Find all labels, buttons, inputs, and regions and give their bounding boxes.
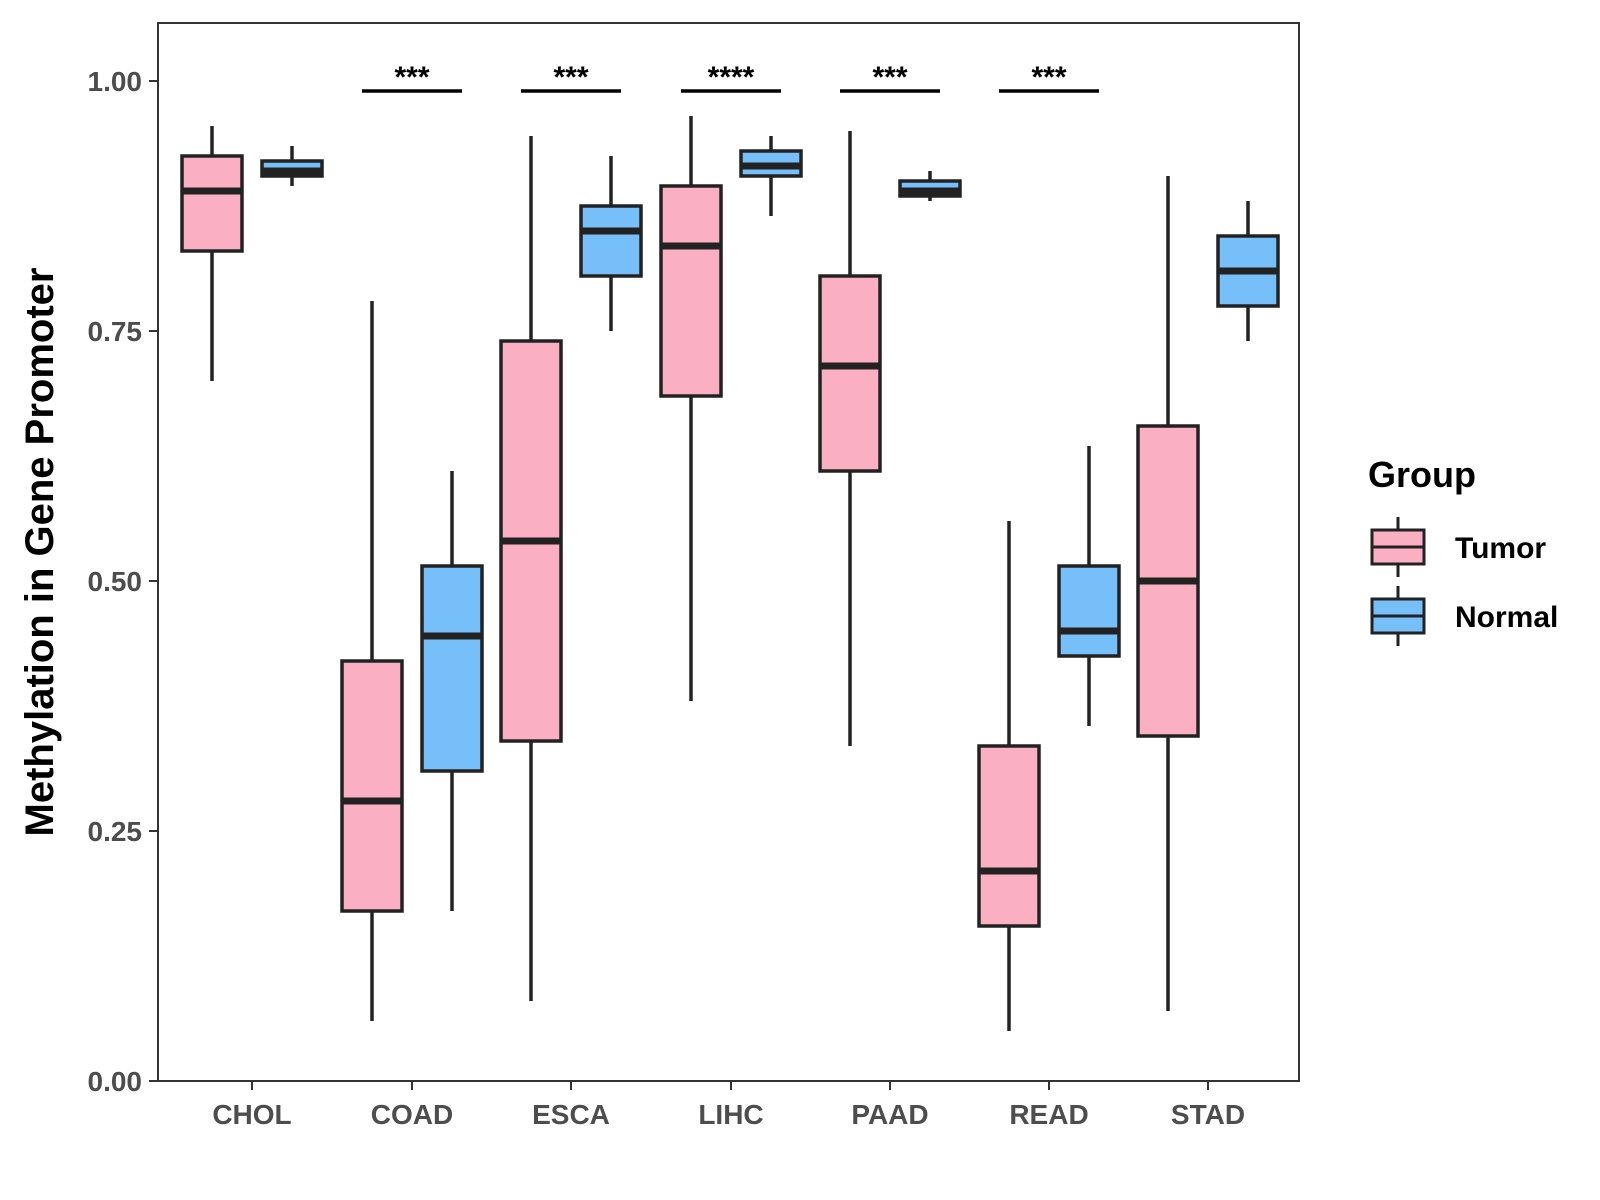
box-normal-read (1057, 446, 1121, 726)
significance-label: *** (553, 61, 588, 94)
y-axis: 0.00 0.25 0.50 0.75 1.00 (88, 66, 158, 1097)
box-tumor-read (977, 521, 1041, 1031)
x-tick-label-read: READ (1009, 1099, 1088, 1130)
box-iqr (340, 659, 404, 913)
legend-label-normal: Normal (1455, 601, 1558, 634)
significance-label: *** (872, 61, 907, 94)
x-axis: CHOL COAD ESCA LIHC PAAD READ STAD (212, 1081, 1245, 1130)
legend-key-tumor (1370, 517, 1426, 577)
box-iqr (659, 184, 723, 398)
significance-label: **** (708, 61, 755, 94)
significance-annotations: *** *** **** *** *** (362, 61, 1099, 94)
plot-panel (157, 22, 1300, 1082)
box-normal-chol (260, 146, 324, 186)
x-tick-label-coad: COAD (371, 1099, 453, 1130)
legend-key-normal (1370, 586, 1426, 646)
box-tumor-coad (340, 301, 404, 1021)
box-normal-lihc (739, 136, 803, 216)
y-tick-label: 0.50 (88, 566, 143, 597)
significance-label: *** (1031, 61, 1066, 94)
x-tick-label-esca: ESCA (532, 1099, 610, 1130)
y-tick-label: 1.00 (88, 66, 143, 97)
x-tick-label-stad: STAD (1171, 1099, 1245, 1130)
box-iqr (818, 274, 882, 473)
box-tumor-chol (180, 126, 244, 381)
box-iqr (1057, 564, 1121, 658)
box-series (180, 116, 1280, 1031)
legend: Group Tumor Normal (1368, 454, 1558, 646)
box-iqr (579, 204, 643, 278)
box-normal-stad (1216, 201, 1280, 341)
box-iqr (420, 564, 484, 773)
box-tumor-paad (818, 131, 882, 746)
legend-label-tumor: Tumor (1455, 532, 1546, 565)
box-tumor-stad (1136, 176, 1200, 1011)
box-tumor-lihc (659, 116, 723, 701)
y-tick-label: 0.25 (88, 816, 143, 847)
legend-title: Group (1368, 454, 1476, 495)
x-tick-label-paad: PAAD (851, 1099, 928, 1130)
y-tick-label: 0.00 (88, 1066, 143, 1097)
box-normal-esca (579, 156, 643, 331)
box-normal-paad (898, 171, 962, 201)
significance-label: *** (394, 61, 429, 94)
x-tick-label-lihc: LIHC (698, 1099, 763, 1130)
box-iqr (180, 154, 244, 253)
box-normal-coad (420, 471, 484, 911)
box-iqr (977, 744, 1041, 928)
box-tumor-esca (499, 136, 563, 1001)
x-tick-label-chol: CHOL (212, 1099, 291, 1130)
y-tick-label: 0.75 (88, 316, 143, 347)
y-axis-title: Methylation in Gene Promoter (18, 268, 62, 837)
